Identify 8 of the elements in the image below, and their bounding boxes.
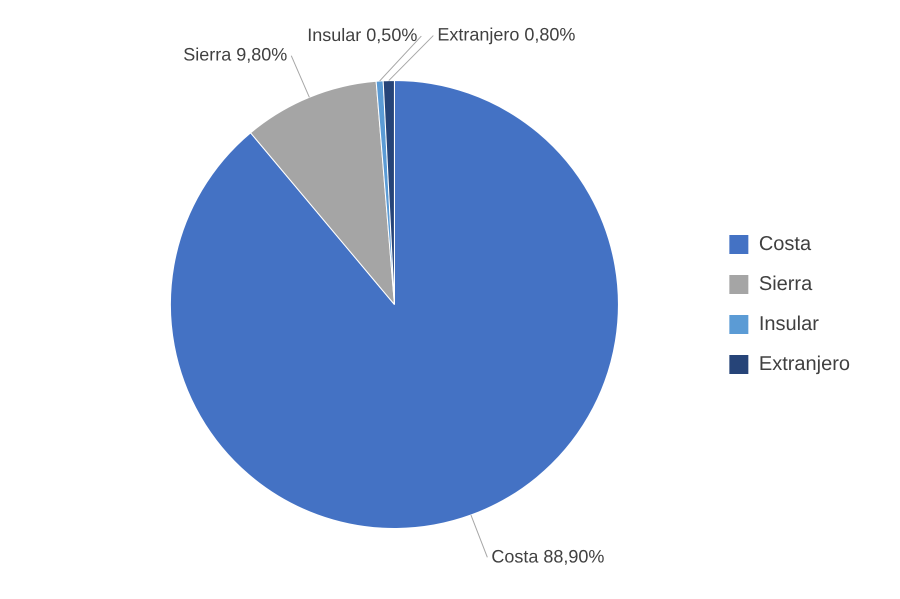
data-label: Sierra 9,80% [183,44,288,65]
data-label: Costa 88,90% [491,546,604,566]
data-label: Extranjero 0,80% [437,24,576,45]
legend-label: Costa [758,233,812,256]
legend-label: Extranjero [758,353,850,376]
data-label: Insular 0,50% [307,25,418,46]
legend-label: Sierra [758,273,814,296]
legend-label: Insular [758,313,820,336]
